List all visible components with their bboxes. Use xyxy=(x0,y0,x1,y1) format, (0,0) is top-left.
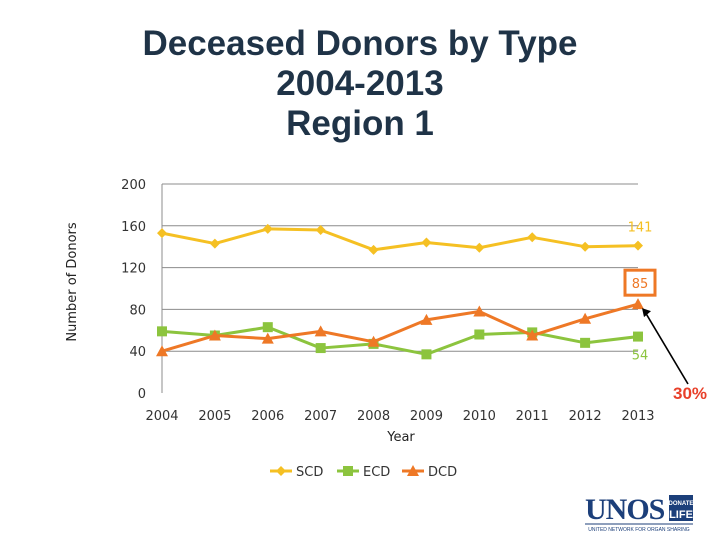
point-scd-2008 xyxy=(368,244,379,255)
data-label-scd-2013: 141 xyxy=(628,221,653,236)
series-line-ecd xyxy=(161,325,639,356)
series-layer xyxy=(156,223,644,360)
x-tick-label-2008: 2008 xyxy=(357,409,390,424)
series-line-scd xyxy=(161,227,639,252)
y-tick-label-80: 80 xyxy=(129,303,146,318)
legend-label-scd: SCD xyxy=(296,465,323,480)
annotation-arrowhead xyxy=(642,308,651,318)
point-scd-2010 xyxy=(474,242,485,253)
point-scd-2007 xyxy=(315,224,326,235)
legend-marker-ecd xyxy=(343,466,353,476)
point-dcd-2010 xyxy=(473,305,486,317)
point-dcd-2011 xyxy=(526,329,539,341)
point-scd-2012 xyxy=(580,241,591,252)
legend-marker-dcd xyxy=(407,465,419,476)
axes: 0 40 80 120 160 200 2004 2005 2006 2007 2008 2009 20… xyxy=(65,178,655,445)
x-tick-label-2012: 2012 xyxy=(569,409,602,424)
x-tick-label-2011: 2011 xyxy=(516,409,549,424)
point-ecd-2009 xyxy=(421,349,432,360)
annotations: 141 85 54 30% xyxy=(623,221,707,403)
y-tick-label-200: 200 xyxy=(121,178,146,193)
legend-label-ecd: ECD xyxy=(363,465,390,480)
data-label-box-dcd-2013 xyxy=(623,268,657,297)
point-ecd-2010 xyxy=(474,329,485,340)
point-dcd-2005 xyxy=(208,329,221,341)
point-dcd-2007 xyxy=(314,325,327,337)
x-tick-label-2006: 2006 xyxy=(251,409,284,424)
y-tick-label-160: 160 xyxy=(121,220,146,235)
x-tick-label-2007: 2007 xyxy=(304,409,337,424)
point-scd-2009 xyxy=(421,237,432,248)
logo-tagline: UNITED NETWORK FOR ORGAN SHARING xyxy=(588,527,690,533)
x-tick-label-2009: 2009 xyxy=(410,409,443,424)
legend-marker-scd xyxy=(276,466,286,476)
y-axis-title: Number of Donors xyxy=(65,222,80,342)
point-ecd-2012 xyxy=(580,337,591,348)
x-tick-label-2013: 2013 xyxy=(621,409,654,424)
point-scd-2011 xyxy=(527,232,538,243)
title-line-2: 2004-2013 xyxy=(276,64,444,103)
chart-title: Deceased Donors by Type 2004-2013 Region… xyxy=(0,24,720,144)
annotation-arrow xyxy=(643,309,689,385)
point-dcd-2013 xyxy=(632,298,644,310)
legend: SCD ECD DCD xyxy=(270,465,457,480)
point-scd-2005 xyxy=(209,238,220,249)
y-tick-label-0: 0 xyxy=(138,387,146,402)
series-line-dcd xyxy=(161,302,639,353)
point-dcd-2006 xyxy=(261,332,274,344)
y-tick-label-40: 40 xyxy=(129,345,146,360)
point-dcd-2012 xyxy=(579,312,592,324)
point-dcd-2008 xyxy=(367,335,380,347)
data-label-ecd-2013: 54 xyxy=(632,349,649,364)
logo-badge-line1: DONATE xyxy=(669,501,694,507)
legend-label-dcd: DCD xyxy=(428,465,457,480)
point-scd-2006 xyxy=(262,223,273,234)
x-tick-label-2004: 2004 xyxy=(145,409,178,424)
point-scd-2004 xyxy=(157,228,167,239)
point-dcd-2004 xyxy=(156,345,168,357)
logo-badge-line2: LIFE xyxy=(669,509,693,521)
x-tick-label-2005: 2005 xyxy=(198,409,231,424)
y-tick-label-120: 120 xyxy=(121,262,146,277)
title-line-1: Deceased Donors by Type xyxy=(142,24,578,63)
data-label-dcd-2013: 85 xyxy=(632,277,649,292)
annotation-percent: 30% xyxy=(673,384,707,403)
point-scd-2013 xyxy=(633,240,643,251)
point-ecd-2006 xyxy=(262,322,273,333)
logo-name: UNOS xyxy=(585,493,665,526)
x-tick-label-2010: 2010 xyxy=(463,409,496,424)
gridlines xyxy=(162,183,638,352)
x-axis-title: Year xyxy=(386,430,415,445)
title-line-3: Region 1 xyxy=(286,104,434,143)
point-ecd-2013 xyxy=(633,331,643,342)
logo-badge xyxy=(669,495,693,521)
point-ecd-2007 xyxy=(315,343,326,354)
point-dcd-2009 xyxy=(420,313,433,325)
point-ecd-2004 xyxy=(157,326,167,337)
unos-logo: UNOS DONATE LIFE UNITED NETWORK FOR ORGA… xyxy=(585,493,694,533)
